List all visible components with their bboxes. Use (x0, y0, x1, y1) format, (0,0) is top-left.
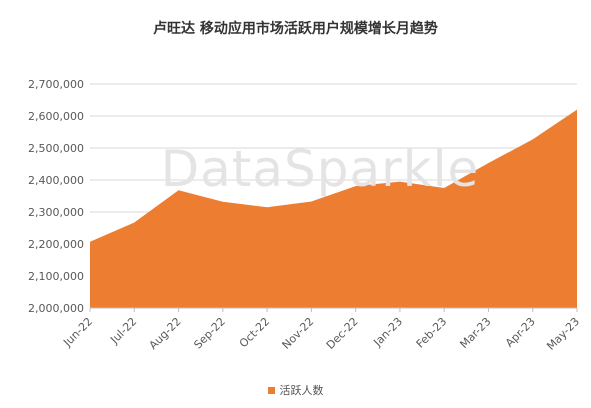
x-tick-label: Jul-22 (107, 315, 139, 347)
y-tick-label: 2,100,000 (28, 270, 84, 283)
data-point (487, 162, 490, 165)
data-point (266, 206, 269, 209)
y-tick-label: 2,400,000 (28, 174, 84, 187)
x-axis: Jun-22 Jul-22 Aug-22 Sep-22 Oct-22 Nov-22 Dec-… (60, 307, 582, 353)
x-tick-label: Oct-22 (237, 315, 272, 350)
x-tick-label: Jun-22 (60, 315, 95, 350)
data-point (310, 200, 313, 203)
data-point (531, 138, 534, 141)
y-tick-label: 2,200,000 (28, 238, 84, 251)
x-tick-label: Aug-22 (147, 315, 184, 352)
legend-swatch (267, 387, 275, 394)
y-tick-label: 2,600,000 (28, 110, 84, 123)
x-tick-label: Dec-22 (324, 315, 361, 352)
x-tick-label: Jan-23 (370, 315, 405, 350)
data-point (133, 221, 136, 224)
area-series (90, 109, 577, 308)
data-point (576, 108, 579, 111)
y-axis: 2,000,000 2,100,000 2,200,000 2,300,000 2,40… (28, 78, 84, 315)
x-tick-label: Apr-23 (503, 315, 538, 350)
y-tick-label: 2,500,000 (28, 142, 84, 155)
x-tick-label: Sep-22 (191, 315, 228, 352)
y-tick-label: 2,000,000 (28, 302, 84, 315)
chart-title: 卢旺达 移动应用市场活跃用户规模增长月趋势 (153, 21, 438, 37)
data-point (354, 185, 357, 188)
area-series-layer (89, 108, 579, 308)
data-point (443, 187, 446, 190)
data-point (177, 189, 180, 192)
legend-label: 活跃人数 (279, 384, 324, 397)
data-point (221, 200, 224, 203)
x-tick-label: Feb-23 (414, 315, 450, 351)
data-point (89, 240, 92, 243)
y-tick-label: 2,300,000 (28, 206, 84, 219)
x-tick-label: May-23 (544, 315, 582, 353)
x-tick-label: Nov-22 (280, 315, 317, 352)
y-tick-label: 2,700,000 (28, 78, 84, 91)
x-tick-label: Mar-23 (457, 315, 493, 351)
legend: 活跃人数 (0, 382, 591, 398)
data-point (398, 180, 401, 183)
